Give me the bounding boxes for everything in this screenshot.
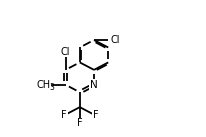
Text: F: F [61,110,67,120]
Text: 3: 3 [49,83,54,92]
Text: Cl: Cl [110,35,120,45]
Text: Cl: Cl [61,47,70,57]
Text: N: N [90,80,97,90]
Text: F: F [92,110,98,120]
Text: F: F [77,118,82,128]
Text: CH: CH [36,80,50,90]
